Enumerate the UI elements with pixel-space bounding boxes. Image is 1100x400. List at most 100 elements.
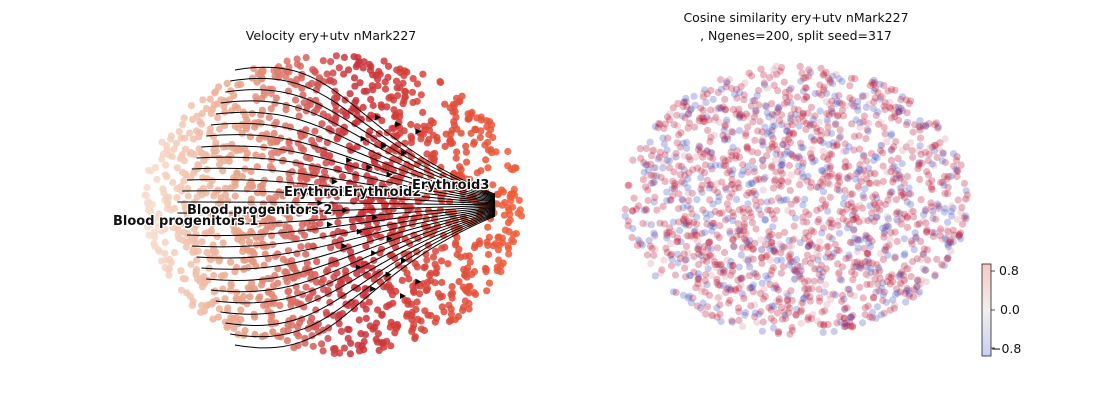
velocity-cell (407, 182, 416, 190)
velocity-cell (175, 215, 183, 223)
velocity-cell (247, 195, 255, 203)
cosine-cell (669, 177, 677, 185)
cosine-cell (879, 224, 887, 232)
velocity-cell (432, 247, 440, 255)
cosine-cell (862, 235, 870, 243)
cosine-cell (855, 263, 864, 271)
cosine-cell (778, 157, 786, 165)
cosine-cell (689, 218, 698, 227)
velocity-cell (470, 268, 479, 276)
cosine-cell (948, 212, 956, 220)
velocity-cell (173, 185, 181, 193)
cosine-cell (834, 111, 842, 119)
velocity-cell (224, 197, 232, 205)
cosine-cell (740, 235, 749, 243)
cosine-cell (864, 249, 872, 257)
cosine-cell (671, 182, 679, 190)
cosine-cell (850, 292, 859, 300)
cosine-cell (839, 208, 847, 217)
cosine-cell (754, 149, 762, 157)
cosine-cell (729, 105, 737, 113)
velocity-cell (246, 293, 254, 301)
cosine-cell (890, 175, 898, 183)
cosine-cell (872, 288, 880, 296)
cosine-cell (768, 231, 776, 239)
cosine-cell (885, 273, 893, 281)
cosine-cell (870, 87, 878, 95)
cosine-cell (843, 322, 851, 330)
cosine-cell (824, 155, 832, 163)
cosine-cell (649, 179, 657, 187)
velocity-cell (214, 114, 222, 122)
cosine-cell (818, 166, 826, 174)
cosine-cell (770, 247, 778, 255)
cosine-cell (742, 309, 750, 317)
cosine-cell (764, 206, 772, 214)
cosine-cell (778, 111, 786, 119)
cosine-cell (673, 180, 681, 188)
cosine-cell (852, 213, 860, 221)
cosine-cell (648, 244, 656, 253)
cosine-title-line2: , Ngenes=200, split seed=317 (700, 28, 892, 43)
cosine-cell (690, 252, 698, 261)
velocity-cell (516, 206, 524, 214)
cosine-cell (802, 74, 810, 82)
cosine-cell (925, 120, 933, 128)
cosine-cell (672, 153, 680, 161)
cosine-cell (707, 133, 715, 141)
cosine-cell (938, 157, 947, 165)
cosine-cell (646, 242, 655, 250)
cosine-cell (781, 136, 789, 144)
cosine-cell (892, 175, 900, 183)
cosine-cell (723, 116, 731, 124)
cosine-cell (882, 200, 890, 209)
cosine-cell (856, 145, 864, 153)
cosine-cell (785, 309, 793, 317)
cosine-cell (742, 229, 750, 237)
velocity-cell (164, 198, 172, 206)
cosine-cell (891, 103, 900, 111)
velocity-cell (456, 163, 464, 171)
cosine-cell (800, 74, 808, 82)
velocity-panel: Velocity ery+utv nMark227 Blood progenit… (112, 28, 526, 358)
cosine-cell (899, 271, 908, 279)
cosine-cell (825, 233, 833, 241)
cosine-cell (673, 238, 681, 246)
velocity-cell (335, 64, 343, 72)
velocity-cell (371, 323, 379, 331)
cosine-cell (816, 238, 824, 246)
cosine-cell (773, 256, 781, 264)
cosine-cell (944, 218, 952, 226)
velocity-cell (413, 123, 421, 131)
velocity-cell (351, 119, 359, 128)
cosine-cell (853, 247, 861, 256)
cosine-cell (650, 198, 658, 206)
velocity-cell (411, 333, 419, 341)
cosine-cell (811, 112, 819, 120)
velocity-cell (350, 305, 358, 313)
cosine-cell (778, 245, 786, 253)
cosine-cell (870, 156, 878, 165)
cosine-cell (952, 166, 960, 174)
cosine-cell (674, 99, 682, 108)
velocity-cell (243, 300, 251, 308)
cosine-cell (633, 241, 642, 249)
cosine-cell (723, 79, 731, 87)
cosine-cell (792, 311, 800, 319)
cosine-cell (835, 270, 843, 278)
velocity-cell (387, 93, 395, 101)
cosine-cell (769, 71, 778, 79)
cosine-cell (860, 167, 868, 175)
velocity-cell (318, 340, 326, 348)
cosine-cell (708, 311, 716, 319)
cosine-cell (863, 175, 871, 183)
velocity-cell (199, 96, 207, 104)
cosine-cell (727, 148, 735, 156)
velocity-cell (302, 54, 310, 62)
velocity-cell (413, 80, 422, 88)
cosine-cell (843, 224, 852, 232)
velocity-cell (351, 299, 359, 307)
cosine-cell (671, 179, 679, 188)
cosine-cell (957, 235, 965, 243)
velocity-cell (259, 242, 268, 250)
